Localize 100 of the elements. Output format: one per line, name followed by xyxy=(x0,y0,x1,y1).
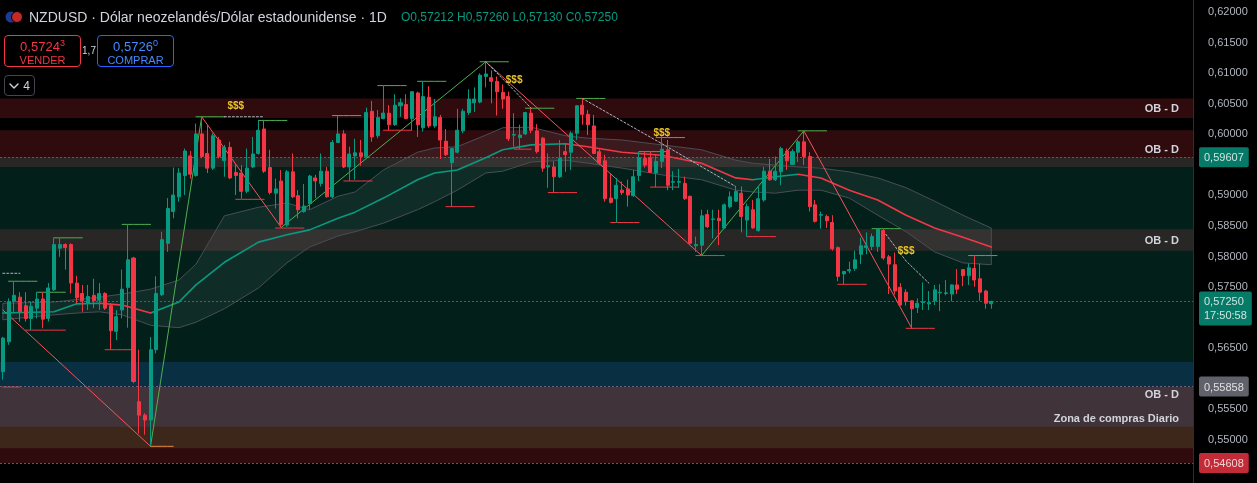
candlestick xyxy=(69,242,73,294)
annotation: VENDER xyxy=(18,54,67,67)
candlestick xyxy=(972,255,976,288)
candlestick xyxy=(677,168,681,189)
candlestick xyxy=(228,141,232,180)
y-tick-label: 0,57500 xyxy=(1208,280,1248,293)
candlestick xyxy=(41,291,45,329)
candlestick xyxy=(904,288,908,307)
candlestick xyxy=(785,148,789,171)
candlestick xyxy=(603,154,607,203)
candlestick xyxy=(143,412,147,436)
candlestick xyxy=(438,114,442,160)
candlestick xyxy=(700,209,704,257)
y-tick-label: 0,60000 xyxy=(1208,127,1248,140)
candlestick xyxy=(52,237,56,292)
candlestick xyxy=(103,291,107,311)
y-tick-label: 0,58000 xyxy=(1208,249,1248,262)
sell-button: 0,5724$^{3}$ VENDER xyxy=(4,35,81,67)
candlestick xyxy=(722,203,726,230)
buy-button: 0,5726$^{0}$ COMPRAR xyxy=(97,35,174,67)
candlestick xyxy=(967,263,971,286)
candlestick xyxy=(137,349,141,434)
candlestick xyxy=(484,61,488,88)
candlestick xyxy=(177,167,181,203)
candlestick xyxy=(978,263,982,302)
candlestick xyxy=(847,261,851,274)
candlestick xyxy=(575,104,579,141)
y-tick-label: 0,58500 xyxy=(1208,218,1248,231)
y-tick-label: 0,61500 xyxy=(1208,35,1248,48)
candlestick xyxy=(114,309,118,341)
dropdown-button: 4 xyxy=(4,75,35,96)
candlestick xyxy=(535,123,539,154)
candlestick xyxy=(768,158,772,182)
band-label: OB - D xyxy=(1144,102,1180,115)
candlestick xyxy=(614,177,618,224)
candlestick xyxy=(489,69,493,104)
candlestick xyxy=(694,236,698,253)
candlestick xyxy=(830,214,834,252)
candlestick xyxy=(359,139,363,167)
candlestick xyxy=(495,75,499,117)
y-tick-label: 0,61000 xyxy=(1208,66,1248,79)
y-tick-label: 0,55000 xyxy=(1208,432,1248,445)
candlestick xyxy=(881,228,885,261)
candlestick xyxy=(160,231,164,297)
annotation: 0,5726$^{0}$ xyxy=(112,38,159,55)
candlestick xyxy=(285,169,289,228)
candlestick xyxy=(302,183,306,214)
candlestick xyxy=(421,80,425,132)
annotation: 4 xyxy=(23,78,30,93)
candlestick xyxy=(427,85,431,129)
candlestick xyxy=(631,169,635,198)
candlestick xyxy=(950,283,954,302)
candlestick xyxy=(745,203,749,238)
candlestick xyxy=(188,150,192,180)
candlestick xyxy=(825,214,829,229)
candlestick xyxy=(626,179,630,208)
candlestick xyxy=(728,190,732,209)
candlestick xyxy=(92,278,96,309)
ref-line-label: 0,55858 xyxy=(1204,380,1244,393)
candlestick xyxy=(842,270,846,285)
candlestick xyxy=(984,289,988,310)
annotation: 1,7 xyxy=(81,45,97,56)
y-tick-label: 0,55500 xyxy=(1208,402,1248,415)
annotation: COMPRAR xyxy=(106,54,165,67)
candlestick xyxy=(433,98,437,129)
candlestick xyxy=(620,181,624,196)
candlestick xyxy=(217,136,221,159)
band-label: Zona de compras Diario xyxy=(1053,411,1180,424)
candlestick xyxy=(416,91,420,138)
candlestick xyxy=(404,93,408,120)
candlestick xyxy=(308,174,312,211)
candlestick xyxy=(666,139,670,191)
band-label: OB - D xyxy=(1144,233,1180,246)
candlestick xyxy=(734,185,738,203)
candlestick xyxy=(711,209,715,239)
candlestick xyxy=(836,245,840,282)
candlestick xyxy=(705,209,709,229)
candlestick xyxy=(1,336,5,381)
candlestick xyxy=(802,130,806,166)
candlestick xyxy=(313,174,317,199)
data-label: $$$ xyxy=(653,127,671,139)
data-label: $$$ xyxy=(227,100,245,112)
y-tick-label: 0,62000 xyxy=(1208,5,1248,18)
candlestick xyxy=(478,72,482,104)
candlestick xyxy=(762,166,766,203)
annotation: 0,5724$^{3}$ xyxy=(19,38,66,55)
candlestick xyxy=(370,100,374,143)
candlestick xyxy=(512,112,516,148)
candlestick xyxy=(717,209,721,246)
candlestick xyxy=(410,90,414,131)
band-label: OB - D xyxy=(1144,388,1180,401)
y-tick-label: 0,56500 xyxy=(1208,341,1248,354)
candlestick xyxy=(671,170,675,191)
candlestick xyxy=(756,185,760,233)
candlestick xyxy=(444,128,448,157)
candlestick xyxy=(262,119,266,174)
candlestick xyxy=(739,185,743,233)
text: O0,57212 H0,57260 L0,57130 C0,57250 xyxy=(400,10,618,24)
candlestick xyxy=(24,291,28,323)
candlestick xyxy=(58,237,62,258)
